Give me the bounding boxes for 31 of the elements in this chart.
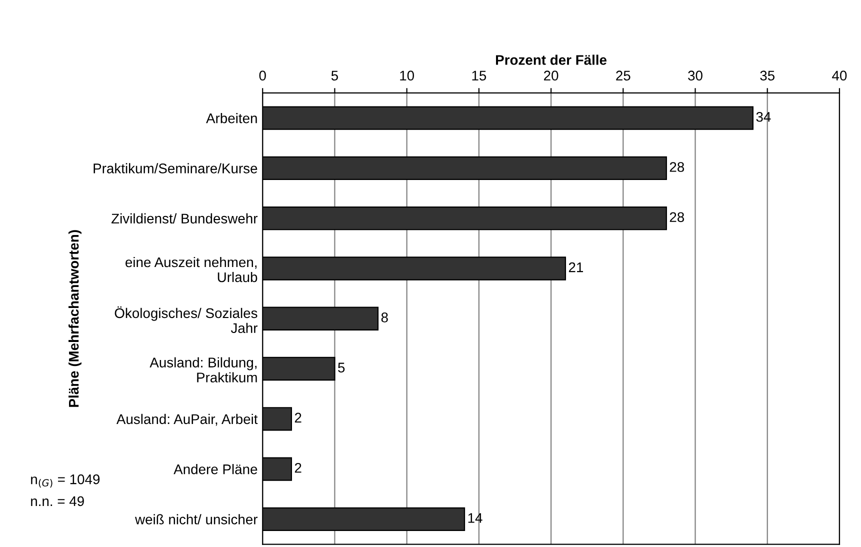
y-tick-label: Arbeiten bbox=[206, 113, 257, 124]
data-label: 28 bbox=[670, 162, 684, 172]
data-label: 8 bbox=[381, 312, 388, 322]
x-axis-title: Prozent der Fälle bbox=[496, 54, 607, 65]
x-tick-label: 15 bbox=[472, 70, 486, 81]
x-tick-label: 10 bbox=[400, 70, 414, 81]
x-tick-label: 5 bbox=[331, 70, 338, 81]
data-label: 14 bbox=[468, 513, 482, 523]
data-label: 2 bbox=[294, 412, 302, 422]
y-tick-label: Andere Pläne bbox=[174, 464, 258, 474]
y-tick-label: Ökologisches/ Soziales Jahr bbox=[114, 306, 258, 334]
y-tick-label: Ausland: AuPair, Arbeit bbox=[116, 414, 258, 426]
data-label: 21 bbox=[568, 262, 584, 272]
data-label: 28 bbox=[670, 212, 684, 222]
data-label: 2 bbox=[294, 462, 302, 473]
y-tick-label: eine Auszeit nehmen, Urlaub bbox=[126, 256, 258, 282]
y-tick-label: weiß nicht/ unsicher bbox=[134, 514, 258, 524]
y-tick-label: Zivildienst/ Bundeswehr bbox=[112, 213, 258, 224]
y-axis-title: Pläne (Mehrfachantworten) bbox=[68, 230, 82, 407]
y-tick-label: Praktikum/Seminare/Kurse bbox=[94, 163, 258, 174]
x-tick-label: 40 bbox=[832, 70, 847, 81]
y-tick-label: Ausland: Bildung, Praktikum bbox=[150, 357, 257, 382]
text: n.n. = 49 bbox=[31, 496, 84, 506]
text: n$_{(G)}$ = 1049 bbox=[31, 474, 100, 488]
x-tick-label: 30 bbox=[688, 70, 702, 81]
x-tick-label: 20 bbox=[544, 70, 558, 81]
data-label: 34 bbox=[756, 112, 771, 122]
x-tick-label: 25 bbox=[616, 70, 630, 81]
data-label: 5 bbox=[338, 362, 345, 372]
x-tick-label: 35 bbox=[760, 70, 775, 81]
x-tick-label: 0 bbox=[259, 70, 266, 81]
